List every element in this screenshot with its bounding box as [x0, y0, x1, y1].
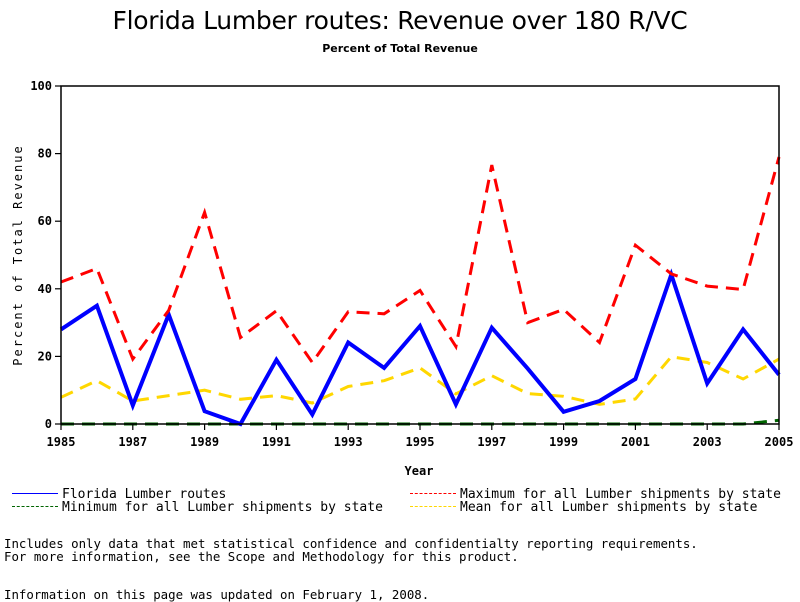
y-axis-label: Percent of Total Revenue	[11, 144, 25, 365]
x-tick-label: 1987	[118, 435, 147, 449]
y-tick-label: 100	[30, 79, 52, 93]
y-tick-label: 60	[38, 214, 52, 228]
x-tick-label: 2003	[693, 435, 722, 449]
x-tick-label: 1985	[47, 435, 76, 449]
y-tick-label: 80	[38, 147, 52, 161]
x-tick-label: 2001	[621, 435, 650, 449]
x-tick-label: 1999	[549, 435, 578, 449]
legend-swatch-dashed-green	[12, 506, 58, 507]
legend-swatch-solid-blue	[12, 493, 58, 494]
y-tick-label: 0	[45, 417, 52, 431]
legend-item: Mean for all Lumber shipments by state	[410, 501, 757, 514]
plot-frame	[61, 86, 779, 424]
x-tick-label: 1997	[477, 435, 506, 449]
legend-swatch-dashed-red	[410, 493, 456, 494]
legend-swatch-dashed-yellow	[410, 506, 456, 507]
footnote-updated: Information on this page was updated on …	[4, 588, 429, 601]
legend-label: Mean for all Lumber shipments by state	[460, 500, 757, 515]
y-tick-label: 20	[38, 349, 52, 363]
series-line-florida-lumber-routes	[61, 275, 779, 424]
x-tick-label: 1989	[190, 435, 219, 449]
line-chart: 0 20 40 60 80 100 1985 1987 1989 1991 1993 1995 199…	[0, 0, 800, 480]
x-tick-label: 1991	[262, 435, 291, 449]
footnote-methodology: For more information, see the Scope and …	[4, 550, 519, 563]
x-axis-label: Year	[405, 464, 434, 478]
y-tick-label: 40	[38, 282, 52, 296]
x-axis: 1985 1987 1989 1991 1993 1995 1997 1999 2001 2003…	[47, 424, 794, 449]
plot-area	[61, 157, 779, 424]
series-line-mean-for-all-lumber-shipments-by-state	[61, 357, 779, 405]
series-line-maximum-for-all-lumber-shipments-by-state	[61, 157, 779, 363]
y-axis: 0 20 40 60 80 100	[30, 79, 61, 431]
x-tick-label: 1993	[334, 435, 363, 449]
x-tick-label: 2005	[765, 435, 794, 449]
x-tick-label: 1995	[406, 435, 435, 449]
legend-label: Minimum for all Lumber shipments by stat…	[62, 500, 383, 515]
legend-item: Minimum for all Lumber shipments by stat…	[12, 501, 383, 514]
